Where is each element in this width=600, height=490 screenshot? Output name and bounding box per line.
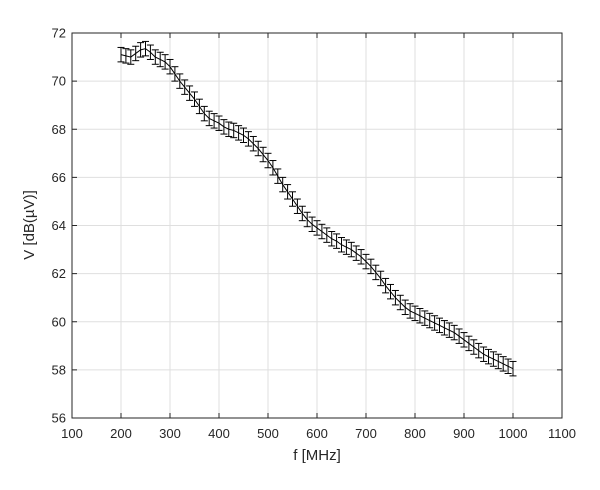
- error-bar: [509, 360, 517, 377]
- y-tick-label: 62: [52, 266, 66, 281]
- y-tick-label: 72: [52, 26, 66, 41]
- y-tick-label: 60: [52, 314, 66, 329]
- x-tick-label: 400: [208, 426, 230, 441]
- x-axis-ticks: 100 200 300 400 500 600 700 800 900 1000 1100: [61, 33, 576, 441]
- y-axis-ticks: 56 58 60 62 64 66 68 70 72: [52, 26, 562, 426]
- y-tick-label: 58: [52, 362, 66, 377]
- series-line: [120, 48, 514, 370]
- x-tick-label: 800: [404, 426, 426, 441]
- x-tick-label: 600: [306, 426, 328, 441]
- error-bar: [117, 46, 125, 63]
- y-axis-label: V [dB(µV)]: [21, 190, 38, 260]
- y-tick-label: 68: [52, 122, 66, 137]
- y-tick-label: 56: [52, 411, 66, 426]
- x-tick-label: 700: [355, 426, 377, 441]
- x-axis-label: f [MHz]: [293, 447, 341, 464]
- x-tick-label: 500: [257, 426, 279, 441]
- x-tick-label: 1100: [548, 426, 576, 441]
- x-tick-label: 300: [159, 426, 181, 441]
- x-tick-label: 900: [453, 426, 475, 441]
- y-tick-label: 64: [52, 218, 66, 233]
- x-tick-label: 200: [110, 426, 132, 441]
- y-tick-label: 70: [52, 74, 66, 89]
- x-tick-label: 100: [61, 426, 83, 441]
- x-tick-label: 1000: [499, 426, 528, 441]
- y-tick-label: 66: [52, 170, 66, 185]
